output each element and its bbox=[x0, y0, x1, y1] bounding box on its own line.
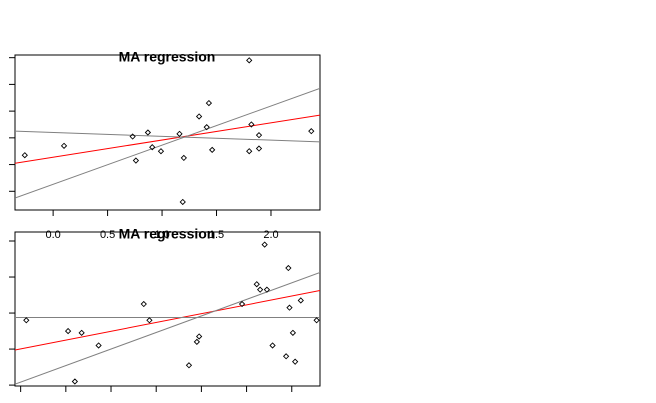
data-point bbox=[255, 132, 263, 139]
data-point bbox=[180, 154, 187, 162]
data-point bbox=[195, 113, 203, 120]
data-point bbox=[285, 264, 292, 272]
regression-line-red bbox=[15, 114, 320, 164]
data-point bbox=[246, 57, 253, 64]
data-point bbox=[205, 99, 213, 107]
bottom-panel: MA regression bbox=[9, 226, 321, 392]
data-point bbox=[289, 329, 297, 337]
data-point bbox=[209, 146, 216, 154]
chart-title: MA regression bbox=[119, 226, 216, 242]
regression-line-gray bbox=[15, 272, 320, 385]
data-point bbox=[157, 148, 165, 155]
top-panel: 0.0 0.5 1.0 1.5 2.0MA regression bbox=[9, 49, 321, 241]
data-point bbox=[146, 317, 153, 324]
data-point bbox=[140, 300, 147, 308]
data-point bbox=[149, 144, 156, 151]
data-point bbox=[308, 128, 315, 135]
data-point bbox=[129, 133, 136, 140]
data-point bbox=[95, 342, 102, 349]
data-point bbox=[185, 362, 193, 369]
data-point bbox=[238, 300, 246, 308]
data-point bbox=[60, 142, 68, 149]
data-point bbox=[179, 198, 186, 206]
data-point bbox=[132, 157, 140, 164]
plot-frame bbox=[14, 54, 321, 211]
x-tick-label: 0.0 bbox=[45, 229, 60, 241]
data-point bbox=[261, 241, 268, 248]
data-point bbox=[282, 353, 290, 360]
regression-line-gray bbox=[15, 130, 320, 143]
data-point bbox=[176, 130, 183, 137]
data-point bbox=[248, 121, 255, 128]
data-point bbox=[286, 304, 293, 311]
regression-line-gray bbox=[15, 87, 320, 199]
data-point bbox=[23, 317, 30, 324]
data-point bbox=[255, 145, 263, 152]
data-point bbox=[297, 297, 304, 304]
plot-frame bbox=[14, 231, 321, 387]
data-point bbox=[21, 152, 28, 159]
data-point bbox=[78, 329, 85, 337]
data-point bbox=[195, 333, 203, 340]
data-point bbox=[253, 281, 260, 288]
regression-line-red bbox=[15, 290, 320, 351]
data-point bbox=[64, 327, 72, 335]
data-point bbox=[313, 317, 320, 324]
data-point bbox=[269, 342, 276, 349]
data-point bbox=[292, 358, 299, 365]
chart-title: MA regression bbox=[119, 49, 216, 65]
data-point bbox=[71, 378, 79, 385]
data-point bbox=[256, 286, 264, 293]
x-tick-label: 2.0 bbox=[263, 229, 278, 241]
data-point bbox=[203, 124, 210, 131]
data-point bbox=[263, 286, 271, 293]
x-tick-label: 0.5 bbox=[100, 229, 115, 241]
data-point bbox=[144, 129, 152, 136]
data-point bbox=[246, 148, 253, 155]
data-point bbox=[193, 338, 201, 346]
